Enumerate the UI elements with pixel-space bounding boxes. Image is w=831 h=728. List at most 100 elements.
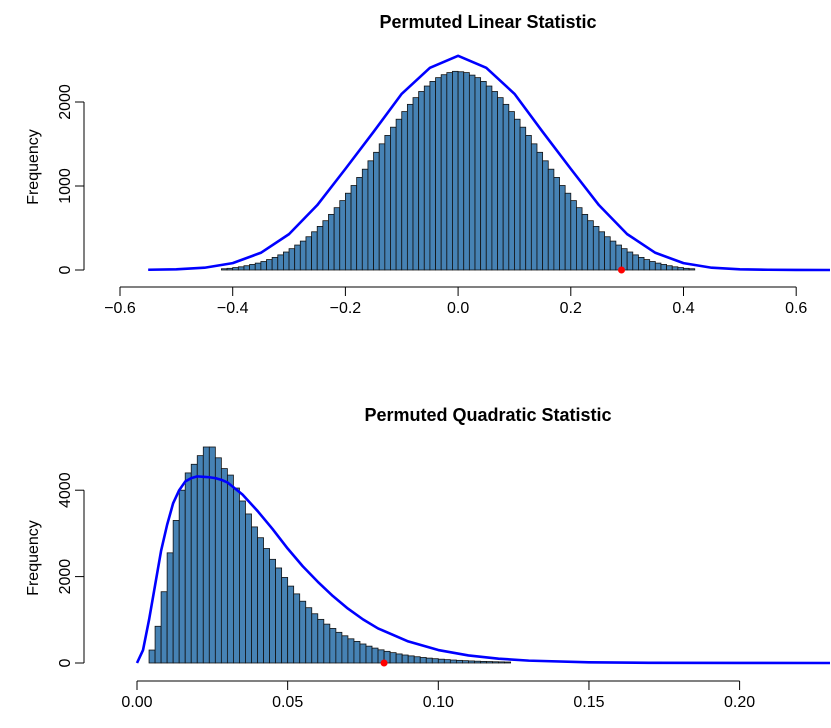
x-tick-label: 0.0 <box>447 300 469 317</box>
histogram-bar <box>677 267 684 271</box>
histogram-bar <box>311 231 318 271</box>
x-tick-label: −0.6 <box>104 300 136 317</box>
observed-point-linear <box>618 266 626 274</box>
x-axis-quadratic: 0.00 0.05 0.10 0.15 0.20 <box>121 680 755 711</box>
histogram-bar <box>425 657 433 664</box>
histogram-bar <box>395 653 403 664</box>
histogram-bar <box>401 111 408 271</box>
panel-linear: Permuted Linear Statistic Frequency 0 100… <box>25 12 831 317</box>
histogram-bar <box>446 72 453 271</box>
x-tick-label: −0.4 <box>217 300 249 317</box>
histogram-bar <box>237 266 245 271</box>
histogram-bar <box>226 267 234 271</box>
x-tick-label: 0.05 <box>272 694 303 711</box>
histogram-bar <box>553 177 560 271</box>
histogram-bar <box>547 168 555 271</box>
histogram-bar <box>361 168 369 271</box>
histogram-bar <box>671 266 679 271</box>
y-tick-label: 4000 <box>57 472 74 508</box>
x-tick-label: 0.20 <box>724 694 755 711</box>
histogram-bar <box>666 265 673 271</box>
histogram-bar <box>504 661 512 664</box>
histogram-bar <box>160 591 168 664</box>
histogram-bar <box>281 577 289 664</box>
histogram-bar <box>263 548 270 664</box>
y-tick-label: 2000 <box>57 559 74 595</box>
histogram-bar <box>401 654 409 664</box>
histogram-bar <box>480 661 487 664</box>
histogram-bar <box>245 513 252 664</box>
histogram-bar <box>542 160 549 271</box>
histogram-bar <box>455 659 463 664</box>
bars-quadratic <box>148 446 512 664</box>
histogram-bar <box>347 638 355 664</box>
histogram-bar <box>480 81 487 271</box>
histogram-bar <box>220 468 228 664</box>
histogram-bar <box>333 207 341 271</box>
histogram-bar <box>269 558 277 664</box>
histogram-bar <box>148 649 156 664</box>
histogram-bar <box>232 267 239 271</box>
histogram-bar <box>260 261 267 271</box>
histogram-bar <box>502 103 510 271</box>
histogram-bar <box>367 160 374 271</box>
histogram-bar <box>329 628 337 664</box>
density-curve-quadratic <box>135 475 831 665</box>
x-tick-label: 0.10 <box>423 694 454 711</box>
histogram-bar <box>311 613 319 664</box>
histogram-bar <box>643 259 651 271</box>
y-tick-label: 2000 <box>57 84 74 120</box>
histogram-bar <box>353 641 361 664</box>
histogram-bar <box>497 97 504 271</box>
histogram-bar <box>257 537 264 664</box>
y-axis-label-quadratic: Frequency <box>25 520 42 596</box>
chart-title-quadratic: Permuted Quadratic Statistic <box>364 405 611 425</box>
y-tick-label: 0 <box>57 265 74 274</box>
histogram-bar <box>457 71 465 271</box>
histogram-bar <box>243 265 251 271</box>
histogram-bar <box>688 268 696 271</box>
histogram-bar <box>395 118 403 271</box>
x-tick-label: 0.00 <box>121 694 152 711</box>
histogram-bar <box>190 463 198 664</box>
x-tick-label: 0.6 <box>785 300 807 317</box>
histogram-bar <box>437 658 445 664</box>
histogram-bar <box>525 135 532 271</box>
histogram-bar <box>275 567 283 664</box>
x-tick-label: 0.4 <box>672 300 694 317</box>
histogram-bar <box>609 240 617 271</box>
histogram-bar <box>443 659 451 664</box>
histogram-bar <box>431 658 439 664</box>
histogram-bar <box>339 200 346 271</box>
histogram-bar <box>154 625 162 664</box>
histogram-bar <box>202 446 210 664</box>
histogram-bar <box>254 262 262 271</box>
histogram-bar <box>440 74 448 271</box>
histogram-bar <box>564 192 572 271</box>
histogram-bar <box>486 661 493 664</box>
histogram-bar <box>317 618 325 664</box>
panel-quadratic: Permuted Quadratic Statistic Frequency 0… <box>25 405 831 711</box>
x-axis-linear: −0.6 −0.4 −0.2 0.0 0.2 0.4 0.6 <box>104 286 807 317</box>
histogram-bar <box>508 111 515 271</box>
histogram-bar <box>172 520 180 664</box>
histogram-bar <box>638 256 645 271</box>
histogram-bar <box>498 661 505 664</box>
histogram-bar <box>335 631 343 664</box>
histogram-bar <box>407 655 415 664</box>
histogram-bar <box>530 143 538 271</box>
histogram-bar <box>305 607 313 664</box>
density-curve-linear <box>148 54 831 272</box>
y-axis-linear: 0 1000 2000 <box>57 84 85 274</box>
histogram-bar <box>350 185 358 271</box>
histogram-bar <box>485 85 493 271</box>
histogram-bar <box>649 261 656 271</box>
histogram-bar <box>587 220 594 271</box>
histogram-bar <box>356 177 363 271</box>
y-axis-label-linear: Frequency <box>25 129 42 205</box>
histogram-bar <box>660 264 667 271</box>
histogram-bar <box>474 77 482 271</box>
histogram-bar <box>221 268 228 271</box>
histogram-bar <box>449 659 457 664</box>
histogram-bar <box>293 593 301 664</box>
